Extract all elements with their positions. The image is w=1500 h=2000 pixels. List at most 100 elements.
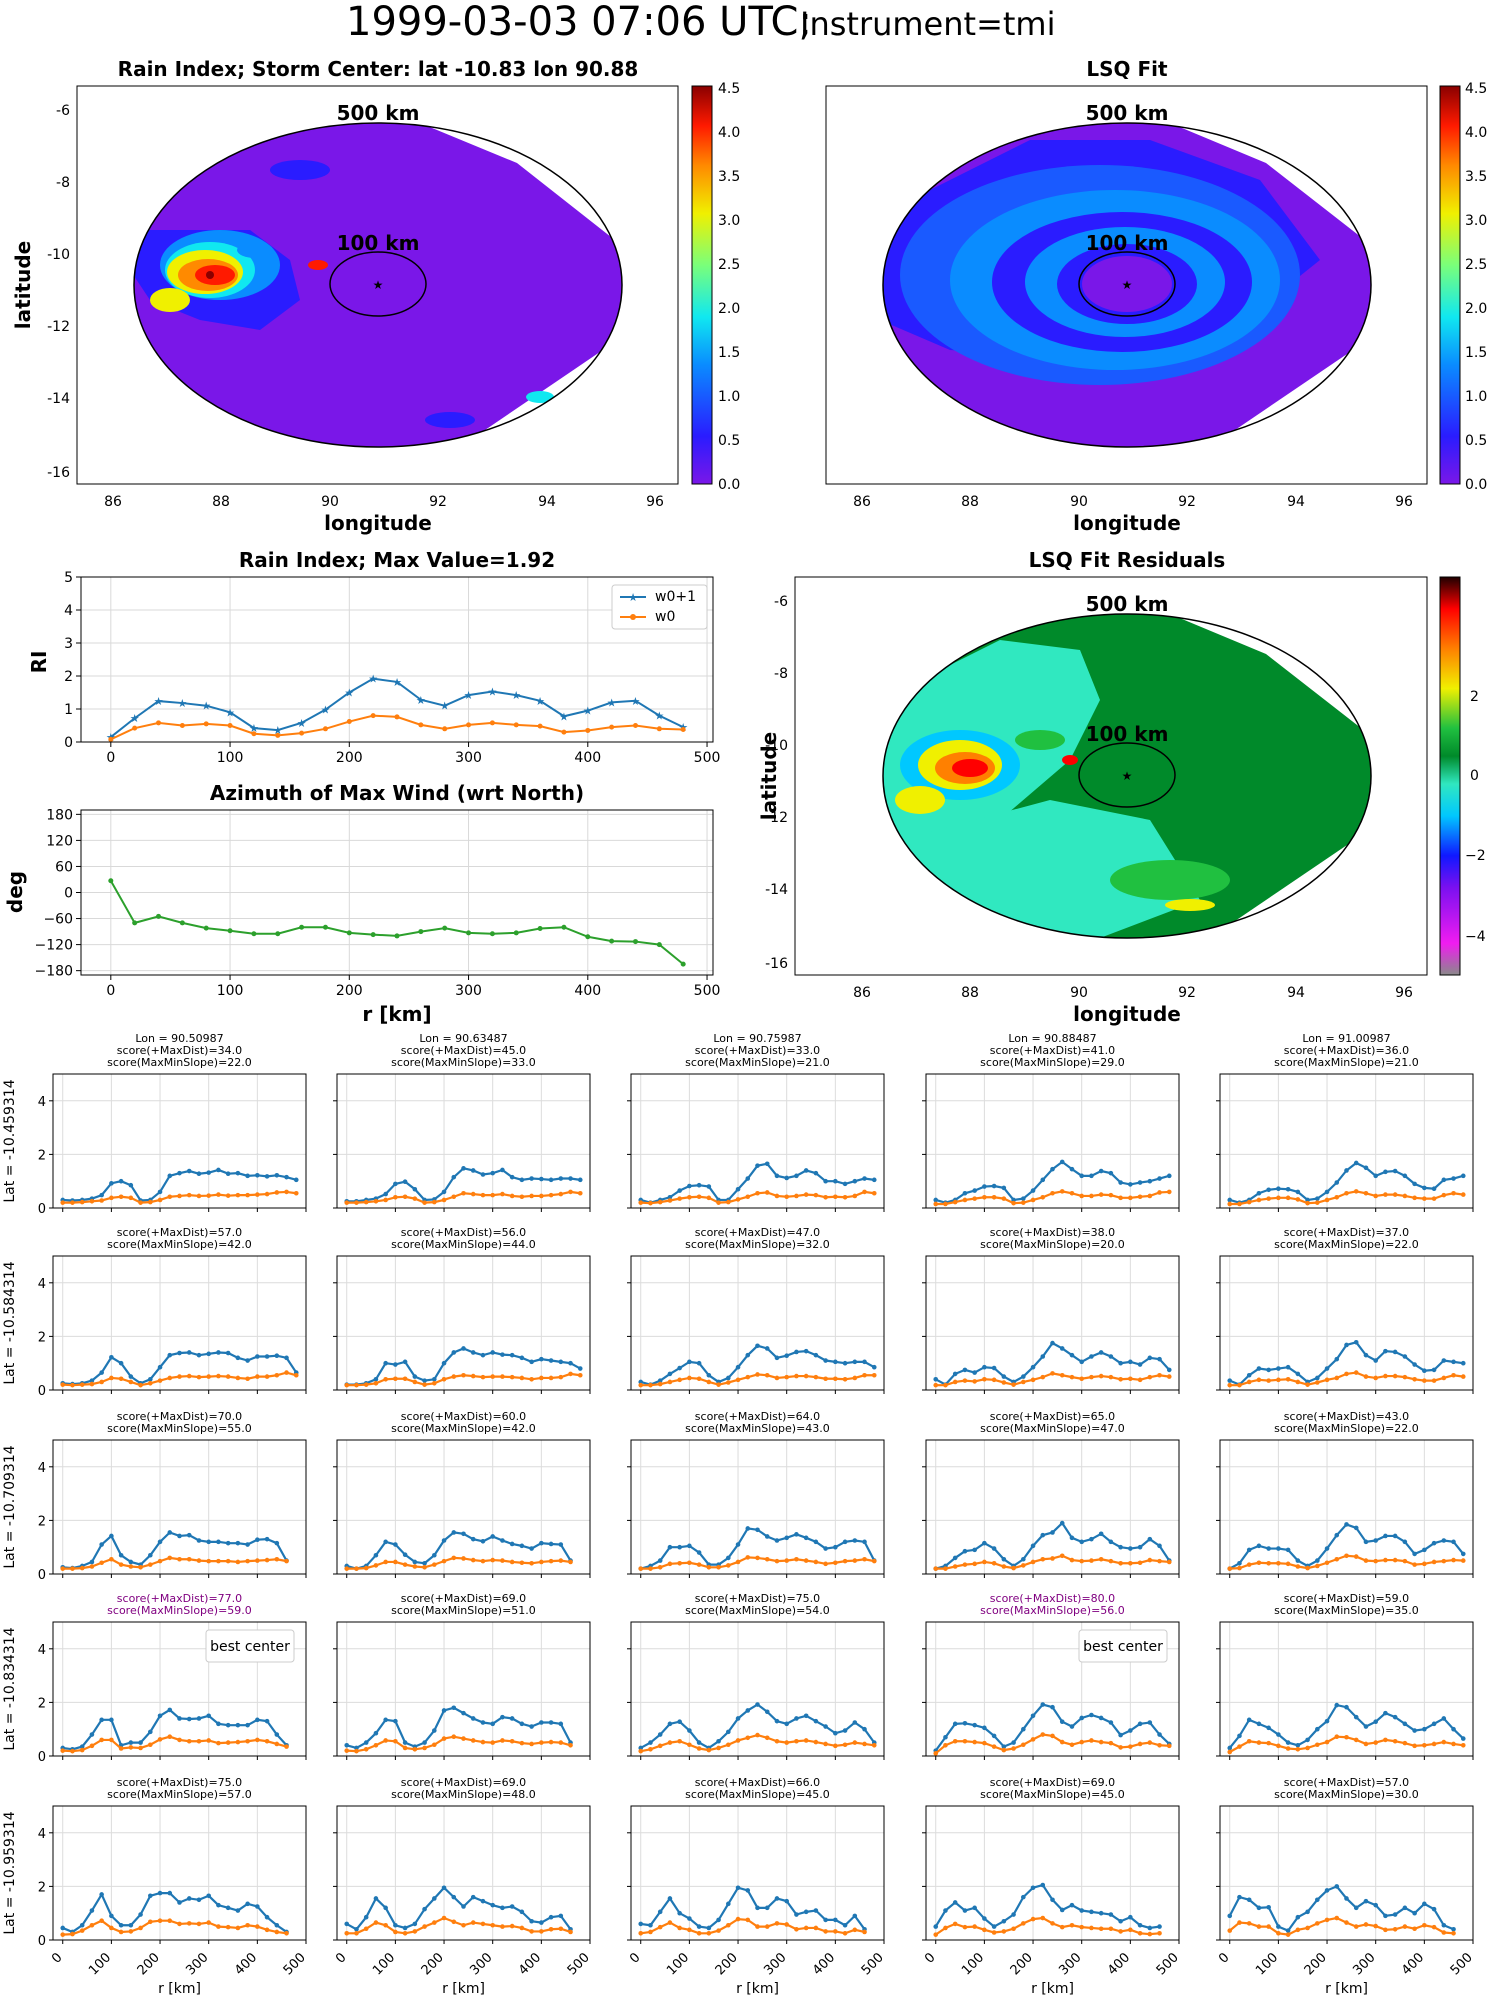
data-point [784, 1740, 789, 1745]
data-point [1069, 1166, 1075, 1172]
data-point: ★ [440, 700, 450, 713]
data-point [706, 1747, 712, 1753]
data-point [1276, 1924, 1281, 1929]
data-point [794, 1912, 799, 1917]
data-point [943, 1382, 948, 1388]
data-point [972, 1739, 977, 1745]
data-point [422, 1382, 427, 1387]
data-point [1059, 1372, 1065, 1378]
data-point [1050, 1704, 1055, 1710]
data-point [1460, 1551, 1466, 1557]
data-point [470, 1557, 476, 1563]
data-point [1059, 1189, 1065, 1194]
data-point [1460, 1558, 1466, 1563]
data-point [157, 1378, 163, 1383]
data-point [548, 1926, 554, 1932]
panel-score-slope: score(MaxMinSlope)=42.0 [107, 1238, 252, 1251]
score-panel: score(+MaxDist)=45.0score(MaxMinSlope)=3… [333, 1032, 591, 1212]
data-point [687, 1183, 692, 1189]
data-point [1402, 1193, 1408, 1199]
data-point [148, 1893, 153, 1899]
data-point [264, 1718, 270, 1724]
data-point [490, 1740, 495, 1745]
data-point [1098, 1739, 1104, 1745]
data-point [1059, 1907, 1065, 1913]
data-point [1285, 1547, 1291, 1553]
series-line-w1 [346, 1347, 581, 1386]
data-point [745, 1352, 751, 1358]
x-tick-label: 300 [455, 750, 482, 766]
data-point [677, 1925, 682, 1931]
data-point [1334, 1532, 1340, 1538]
data-point [794, 1349, 799, 1355]
svg-text:0.0: 0.0 [718, 477, 740, 493]
data-point [1128, 1376, 1133, 1382]
data-point [813, 1170, 819, 1176]
data-point [393, 1194, 398, 1200]
data-point [558, 1913, 564, 1919]
panel-frame [925, 1073, 1180, 1209]
data-point [862, 1359, 867, 1365]
panel-frame [52, 1621, 307, 1757]
data-point [1285, 1928, 1291, 1933]
data-point [1147, 1925, 1153, 1931]
panel-frame [336, 1255, 591, 1391]
series-line-w1 [1228, 1703, 1465, 1749]
data-point [1050, 1897, 1055, 1903]
data-point [89, 1908, 95, 1913]
data-point [299, 730, 305, 736]
data-point [657, 1732, 663, 1737]
svg-text:86: 86 [853, 494, 871, 510]
svg-text:0.0: 0.0 [1465, 477, 1487, 493]
data-point [1011, 1565, 1016, 1571]
data-point [1363, 1190, 1369, 1196]
data-point [519, 1194, 525, 1200]
data-point [186, 1350, 192, 1355]
data-point [764, 1190, 770, 1195]
az-xlabel: r [km] [362, 1002, 431, 1026]
panel-frame [925, 1805, 1180, 1941]
data-point [1098, 1715, 1104, 1721]
data-point [1227, 1749, 1233, 1755]
data-point [852, 1193, 858, 1199]
data-point [529, 1176, 534, 1181]
data-point [206, 1920, 211, 1925]
data-point [89, 1199, 95, 1204]
score-panel: 024score(+MaxDist)=57.0score(MaxMinSlope… [2, 1226, 307, 1399]
data-point [128, 1929, 134, 1934]
data-point [1460, 1374, 1466, 1379]
panel-frame [925, 1621, 1180, 1757]
data-point [274, 1556, 280, 1562]
data-point [1256, 1197, 1262, 1203]
score-panel: score(+MaxDist)=56.0score(MaxMinSlope)=4… [333, 1226, 591, 1394]
data-point [99, 1892, 104, 1897]
data-point [432, 1920, 437, 1925]
data-point [1353, 1714, 1359, 1720]
data-point [156, 720, 162, 726]
data-point [70, 1566, 75, 1571]
data-point [1157, 1558, 1162, 1564]
data-point [274, 1173, 280, 1178]
data-point [1373, 1538, 1378, 1543]
figure-title: 1999-03-03 07:06 UTC; [346, 0, 812, 45]
svg-text:-14: -14 [765, 882, 788, 898]
data-point [402, 1925, 408, 1931]
data-point [962, 1378, 968, 1383]
data-point [255, 1717, 260, 1723]
data-point [677, 1910, 682, 1916]
data-point [1460, 1173, 1466, 1179]
map1-yticks: -6 -8 -10 -12 -14 -16 [47, 103, 70, 481]
data-point [251, 931, 257, 937]
data-point [1089, 1925, 1094, 1931]
data-point [480, 1352, 486, 1358]
data-point [274, 1741, 280, 1747]
map2-xticks: 86 88 90 92 94 96 [853, 494, 1413, 510]
data-point [696, 1740, 702, 1745]
ri-series: ★★★★★★★★★★★★★★★★★★★★★★★★★ [106, 673, 688, 744]
data-point [344, 1382, 350, 1388]
data-point [1276, 1377, 1281, 1383]
x-tick-label: 500 [694, 983, 721, 999]
score-panel: score(+MaxDist)=60.0score(MaxMinSlope)=4… [333, 1410, 591, 1578]
data-point [470, 1191, 476, 1197]
data-point [216, 1539, 221, 1545]
